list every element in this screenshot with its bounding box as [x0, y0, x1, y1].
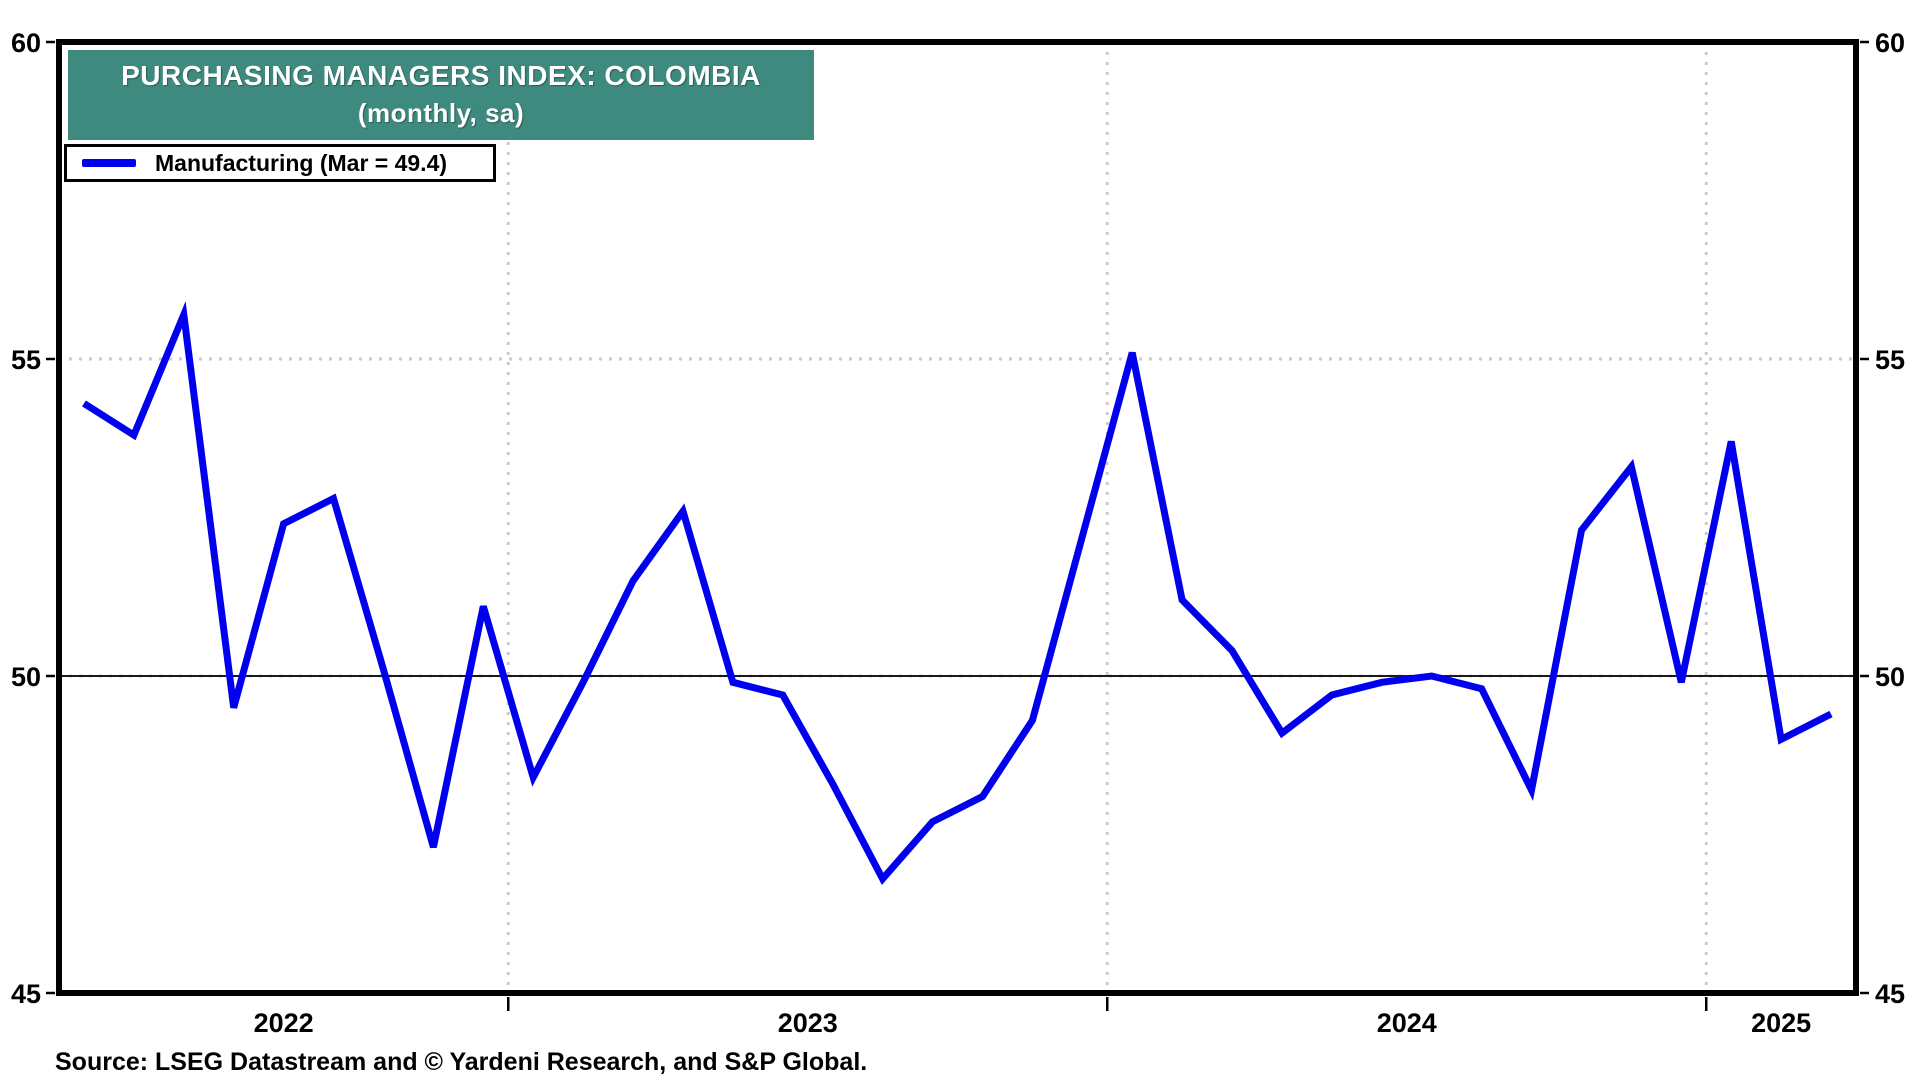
y-tick-label-left: 55: [11, 345, 41, 375]
y-tick-label-left: 45: [11, 979, 41, 1009]
source-attribution: Source: LSEG Datastream and © Yardeni Re…: [55, 1048, 868, 1076]
manufacturing-line-swatch: [82, 159, 136, 167]
legend: Manufacturing (Mar = 49.4): [64, 144, 496, 182]
legend-label: Manufacturing (Mar = 49.4): [155, 149, 448, 176]
x-year-label: 2024: [1377, 1008, 1437, 1038]
x-year-label: 2025: [1751, 1008, 1811, 1038]
chart-title-box: PURCHASING MANAGERS INDEX: COLOMBIA (mon…: [68, 50, 814, 140]
chart-title: PURCHASING MANAGERS INDEX: COLOMBIA: [121, 60, 761, 91]
chart-subtitle: (monthly, sa): [357, 98, 525, 128]
x-year-label: 2022: [254, 1008, 314, 1038]
manufacturing-line: [82, 301, 1833, 886]
y-tick-label-left: 60: [11, 28, 41, 58]
y-tick-label-left: 50: [11, 662, 41, 692]
y-tick-label-right: 60: [1875, 28, 1905, 58]
y-tick-label-right: 55: [1875, 345, 1905, 375]
x-year-label: 2023: [778, 1008, 838, 1038]
y-tick-label-right: 50: [1875, 662, 1905, 692]
y-tick-label-right: 45: [1875, 979, 1905, 1009]
plot-frame: [56, 39, 1859, 996]
